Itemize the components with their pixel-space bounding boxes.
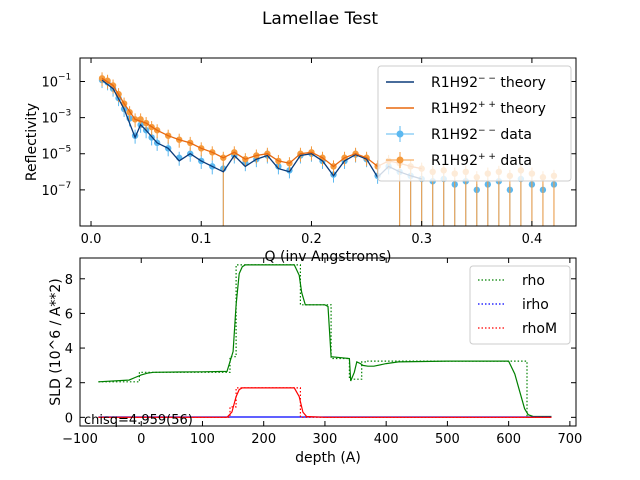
top-y-tick-label: 10: [41, 112, 58, 127]
bottom-y-tick-label: 6: [65, 307, 73, 322]
top-x-tick-label: 0.4: [522, 232, 543, 247]
top-legend: R1H92− − theory R1H92+ + theory R1H92− − d…: [377, 65, 572, 182]
top-y-tick-exponent: −7: [58, 181, 71, 191]
bottom-y-tick-label: 0: [65, 411, 73, 426]
top-x-tick-label: 0.1: [191, 232, 212, 247]
top-legend-swatch-marker: [396, 156, 404, 164]
bottom-y-axis-label: SLD (10^6 / A**2): [48, 278, 64, 405]
bottom-x-axis-label: depth (A): [295, 450, 361, 466]
bottom-legend-label: rhoM: [522, 321, 557, 337]
top-axes-frame: [79, 57, 577, 227]
bottom-x-tick-label: 300: [313, 432, 338, 447]
bottom-x-tick-label: 100: [190, 432, 215, 447]
top-series-2: [101, 79, 422, 180]
top-plot-area: [98, 72, 558, 226]
bottom-y-ticks: 0 2 4 6 8: [65, 273, 576, 426]
top-legend-swatch-marker: [396, 130, 404, 138]
top-y-tick-label: 10: [41, 184, 58, 199]
top-legend-label: R1H92+ + data: [431, 152, 532, 169]
top-series-3: [101, 77, 422, 170]
top-y-tick-exponent: −5: [58, 145, 71, 155]
bottom-y-tick-label: 8: [65, 273, 73, 288]
bottom-x-tick-label: 700: [557, 432, 582, 447]
bottom-x-ticks: −100 0 100 200 300 400 500 600 700: [62, 258, 582, 447]
top-x-ticks: 0.0 0.1 0.2 0.3 0.4: [81, 58, 543, 247]
bottom-legend-box: [469, 265, 571, 345]
bottom-x-tick-label: 500: [435, 432, 460, 447]
bottom-series-rhom: [98, 387, 552, 418]
figure-title: Lamellae Test: [262, 9, 378, 29]
top-x-tick-label: 0.2: [301, 232, 322, 247]
bottom-legend: rho irho rhoM: [469, 265, 571, 345]
top-y-tick-label: 10: [41, 75, 58, 90]
top-x-tick-label: 0.0: [81, 232, 102, 247]
bottom-axes-frame: [79, 257, 577, 427]
top-theory-line: [101, 77, 422, 170]
top-legend-label: R1H92− − data: [431, 126, 532, 143]
bottom-x-tick-label: 400: [374, 432, 399, 447]
bottom-x-tick-label: −100: [62, 432, 98, 447]
top-legend-label: R1H92− − theory: [431, 74, 546, 91]
bottom-x-tick-label: 600: [496, 432, 521, 447]
bottom-legend-label: rho: [522, 273, 545, 289]
bottom-y-tick-label: 2: [65, 377, 73, 392]
top-legend-label: R1H92+ + theory: [431, 100, 546, 117]
bottom-legend-label: irho: [522, 297, 549, 313]
top-x-tick-label: 0.3: [411, 232, 432, 247]
sld-panel: −100 0 100 200 300 400 500 600 700 0 2 4 6 8 depth (…: [48, 257, 582, 466]
bottom-plot-area: [98, 264, 552, 418]
top-y-tick-exponent: −3: [58, 109, 71, 119]
top-theory-line: [101, 79, 422, 180]
top-y-tick-exponent: −1: [58, 72, 71, 82]
bottom-y-tick-label: 4: [65, 342, 73, 357]
top-x-axis-label: Q (inv Angstroms): [265, 249, 392, 265]
bottom-series-rho-step-: [98, 264, 552, 418]
reflectivity-panel: 0.0 0.1 0.2 0.3 0.4 10−710−510−310−1 Q (inv …: [24, 57, 577, 265]
bottom-x-tick-label: 0: [137, 432, 145, 447]
bottom-x-tick-label: 200: [251, 432, 276, 447]
top-legend-box: [377, 65, 572, 182]
top-y-axis-label: Reflectivity: [24, 103, 40, 181]
top-y-tick-label: 10: [41, 148, 58, 163]
bottom-series-rho: [98, 264, 552, 418]
bottom-series-rhom-step-: [98, 387, 552, 418]
top-y-ticks: 10−710−510−310−1: [41, 72, 576, 199]
chisq-annotation: chisq=4.959(56): [84, 413, 193, 428]
